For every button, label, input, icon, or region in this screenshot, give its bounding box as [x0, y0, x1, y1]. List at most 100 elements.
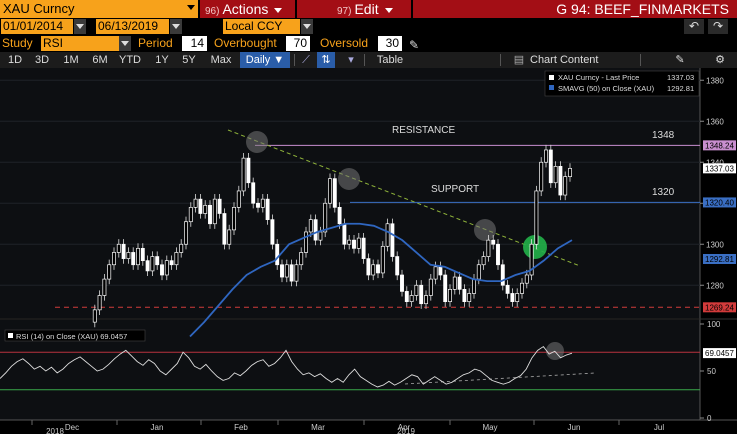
study-label: Study	[2, 36, 33, 50]
resistance-value: 1348	[652, 130, 675, 141]
edit-chart-icon[interactable]: ✎	[675, 54, 685, 66]
start-date-dropdown-icon[interactable]	[74, 19, 86, 34]
oversold-label: Oversold	[320, 36, 369, 50]
currency-field[interactable]: Local CCY	[223, 19, 300, 34]
rsi-y-axis-ticks: 100 50 0 69.0457	[700, 320, 736, 423]
candle-body	[496, 243, 500, 266]
frequency-label: Daily	[245, 54, 271, 66]
chart-content-button[interactable]: Chart Content	[530, 54, 599, 66]
candle-body	[361, 237, 366, 259]
candle-body	[131, 252, 136, 266]
candle-body	[308, 219, 313, 233]
legend-swatch-price	[549, 75, 554, 80]
end-date-dropdown-icon[interactable]	[170, 19, 182, 34]
candle-body	[347, 239, 352, 245]
range-max[interactable]: Max	[210, 54, 232, 66]
candle-body	[534, 190, 539, 245]
candle-body	[462, 289, 467, 303]
candle-body	[280, 264, 284, 278]
ticker-dropdown-icon[interactable]	[187, 5, 195, 10]
settings-gear-icon[interactable]: ⚙	[715, 54, 725, 66]
range-ytd[interactable]: YTD	[119, 54, 141, 66]
price-legend	[544, 70, 700, 97]
touch-circle	[474, 219, 496, 241]
candle-body	[232, 207, 236, 231]
candle-body	[107, 264, 112, 280]
price-tag-box	[703, 253, 736, 264]
candle-body	[419, 284, 424, 305]
toolbar-divider	[294, 54, 295, 66]
forward-icon[interactable]: ↷	[708, 19, 728, 34]
line-chart-icon[interactable]: ⟋	[302, 54, 310, 66]
level-lines	[55, 144, 700, 308]
candle-body	[193, 198, 198, 208]
x-tick-label: Mar	[311, 423, 325, 432]
candle-body	[198, 198, 203, 214]
candle-body	[203, 204, 208, 214]
overbought-label: Overbought	[214, 36, 277, 50]
chart-type-dropdown-icon[interactable]: ▾	[348, 54, 354, 66]
overbought-field[interactable]: 70	[286, 36, 310, 51]
candle-body	[366, 258, 371, 276]
range-1m[interactable]: 1M	[63, 54, 79, 66]
back-icon[interactable]: ↶	[684, 19, 704, 34]
range-5y[interactable]: 5Y	[182, 54, 196, 66]
page-title-bar: G 94: BEEF_FINMARKETS	[413, 0, 737, 18]
candle-body	[150, 256, 155, 272]
price-tag-label: 1320.40	[705, 198, 734, 207]
sma-line	[189, 222, 573, 338]
actions-menu[interactable]: 96) Actions	[200, 0, 295, 18]
candle-body	[476, 264, 481, 280]
candle-body	[568, 168, 572, 177]
table-button[interactable]: Table	[376, 54, 404, 66]
candle-chart-icon[interactable]: ⇅	[317, 52, 335, 68]
candle-body	[558, 165, 563, 196]
range-1y[interactable]: 1Y	[155, 54, 169, 66]
range-1d[interactable]: 1D	[7, 54, 23, 66]
candle-body	[313, 219, 318, 241]
candle-body	[414, 284, 419, 296]
candle-body	[323, 202, 328, 233]
frequency-dropdown[interactable]: Daily ▼	[240, 52, 290, 68]
candle-body	[409, 295, 414, 303]
legend-sma-value: 1292.81	[667, 84, 694, 93]
candle-body	[337, 207, 342, 225]
x-axis-ticks: Dec Jan Feb Mar Apr May Jun Jul 2018 2019	[31, 420, 664, 434]
x-tick-label: Feb	[234, 423, 248, 432]
study-field[interactable]: RSI	[41, 36, 119, 51]
currency-dropdown-icon[interactable]	[301, 19, 313, 34]
edit-menu[interactable]: 97) Edit	[297, 0, 411, 18]
candle-body	[529, 243, 534, 276]
candle-body	[404, 291, 409, 302]
candle-body	[428, 278, 433, 296]
legend-price-label: XAU Curncy - Last Price	[558, 73, 639, 82]
candle-body	[208, 204, 212, 225]
candle-body	[457, 276, 462, 290]
price-tag-box	[703, 197, 736, 208]
price-chart[interactable]: RESISTANCE 1348 SUPPORT 1320 XAU Curncy …	[0, 68, 737, 434]
candle-body	[179, 243, 184, 253]
chart-content-icon[interactable]: ▤	[513, 54, 525, 66]
study-dropdown-icon[interactable]	[119, 36, 131, 51]
period-field[interactable]: 14	[182, 36, 207, 51]
rsi-tick-label: 50	[707, 367, 716, 376]
candle-body	[390, 223, 395, 257]
candle-body	[553, 165, 558, 184]
pencil-icon[interactable]: ✎	[409, 38, 420, 52]
end-date-field[interactable]: 06/13/2019	[96, 19, 169, 34]
candle-body	[294, 264, 299, 282]
start-date-field[interactable]: 01/01/2014	[1, 19, 73, 34]
candle-body	[520, 282, 524, 294]
candle-body	[438, 266, 443, 276]
ticker-field[interactable]: XAU Curncy	[0, 0, 198, 18]
candle-body	[222, 213, 227, 245]
legend-swatch-sma	[549, 85, 554, 90]
range-3d[interactable]: 3D	[34, 54, 50, 66]
oversold-field[interactable]: 30	[378, 36, 402, 51]
toolbar-divider	[640, 54, 641, 66]
price-tag-box	[703, 140, 736, 151]
range-6m[interactable]: 6M	[92, 54, 108, 66]
candle-body	[448, 289, 452, 303]
toolbar-divider	[364, 54, 365, 66]
candle-body	[539, 161, 544, 192]
